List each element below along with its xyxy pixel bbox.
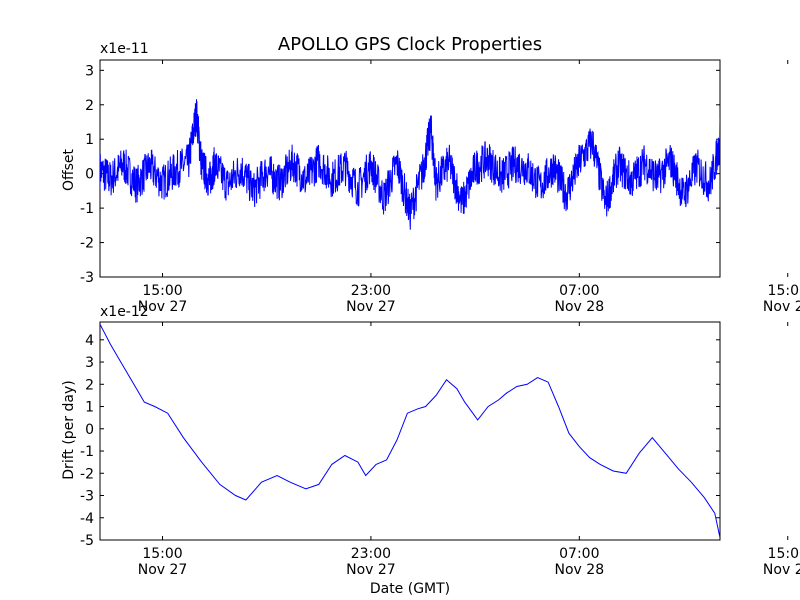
drift-x-tick-time: 15:00 xyxy=(142,546,182,562)
drift-y-tick-label: 0 xyxy=(85,422,94,438)
drift-x-tick-time: 15:00 xyxy=(768,546,800,562)
drift-y-tick-label: -1 xyxy=(80,444,94,460)
offset-y-tick-label: 0 xyxy=(85,167,94,183)
offset-y-tick-label: -3 xyxy=(80,270,94,286)
drift-x-tick-date: Nov 28 xyxy=(763,562,800,578)
drift-x-axis-label: Date (GMT) xyxy=(370,581,450,597)
chart-title: APOLLO GPS Clock Properties xyxy=(278,34,542,55)
drift-y-tick-label: -2 xyxy=(80,466,94,482)
drift-series-line xyxy=(100,323,720,538)
offset-x-tick-time: 15:00 xyxy=(142,283,182,299)
offset-series-line xyxy=(100,99,720,230)
drift-y-tick-label: 4 xyxy=(85,333,94,349)
drift-x-tick-time: 07:00 xyxy=(559,546,599,562)
drift-y-tick-label: -5 xyxy=(80,533,94,549)
offset-multiplier: x1e-11 xyxy=(100,41,149,57)
offset-x-tick-time: 07:00 xyxy=(559,283,599,299)
offset-x-tick-date: Nov 27 xyxy=(138,299,188,315)
drift-y-tick-label: -4 xyxy=(80,511,94,527)
drift-multiplier: x1e-12 xyxy=(100,304,149,320)
offset-x-tick-date: Nov 27 xyxy=(346,299,396,315)
drift-plot-frame xyxy=(99,321,721,541)
drift-x-tick-date: Nov 27 xyxy=(346,562,396,578)
offset-y-tick-label: 2 xyxy=(85,98,94,114)
drift-y-tick-label: -3 xyxy=(80,489,94,505)
drift-x-tick-time: 23:00 xyxy=(351,546,391,562)
offset-y-tick-label: 1 xyxy=(85,132,94,148)
drift-x-tick-date: Nov 28 xyxy=(555,562,605,578)
drift-y-tick-label: 3 xyxy=(85,355,94,371)
drift-y-tick-label: 1 xyxy=(85,400,94,416)
offset-x-tick-time: 15:00 xyxy=(768,283,800,299)
offset-x-tick-date: Nov 28 xyxy=(763,299,800,315)
drift-x-tick-date: Nov 27 xyxy=(138,562,188,578)
offset-x-tick-date: Nov 28 xyxy=(555,299,605,315)
offset-y-tick-label: 3 xyxy=(85,63,94,79)
drift-panel: x1e-12 Drift (per day) Date (GMT) -5 -4 -3… xyxy=(61,304,800,597)
drift-y-axis-label: Drift (per day) xyxy=(61,380,77,479)
offset-y-tick-label: -2 xyxy=(80,236,94,252)
drift-y-tick-label: 2 xyxy=(85,377,94,393)
offset-x-tick-time: 23:00 xyxy=(351,283,391,299)
offset-y-axis-label: Offset xyxy=(61,148,77,191)
offset-y-tick-label: -1 xyxy=(80,201,94,217)
